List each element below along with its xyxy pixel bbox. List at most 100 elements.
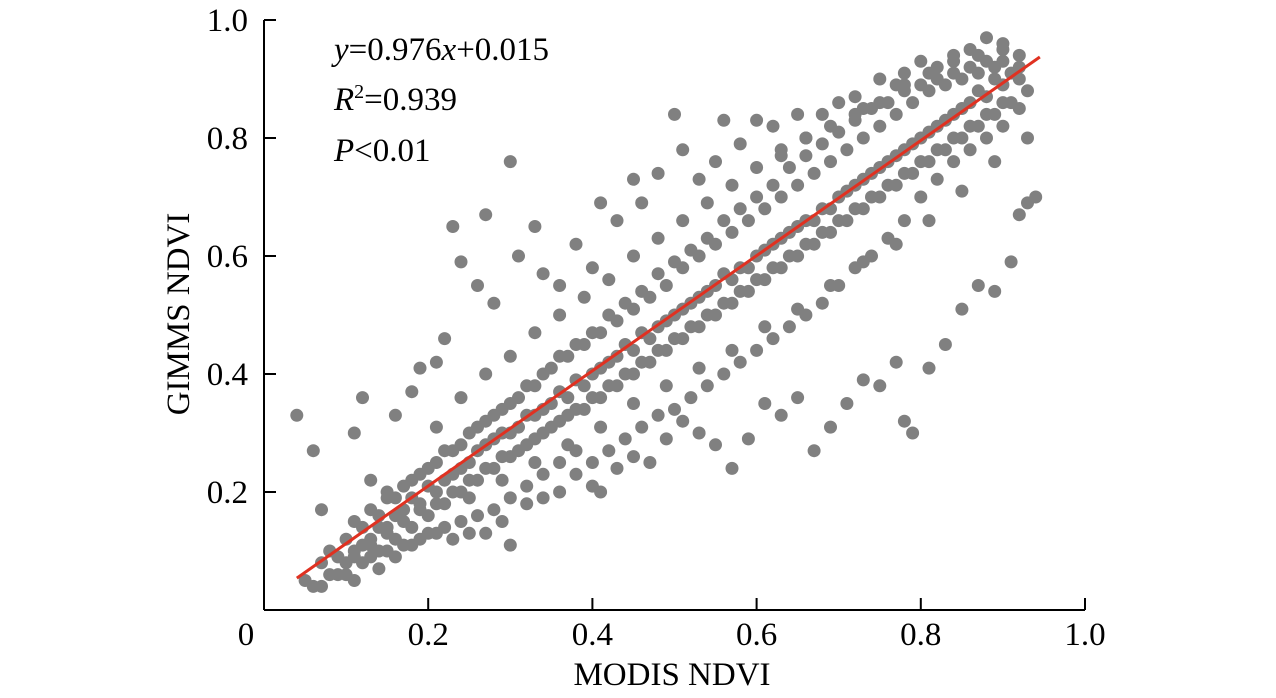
scatter-point [315,503,328,517]
scatter-point [429,456,443,469]
scatter-point [635,420,649,434]
scatter-point [495,515,509,528]
scatter-point [421,509,435,523]
scatter-point [947,131,961,145]
scatter-point [733,202,747,216]
scatter-point [963,143,977,157]
scatter-point [659,432,673,446]
scatter-point [553,414,567,428]
scatter-point [741,432,755,446]
scatter-point [553,308,567,322]
scatter-point [290,408,304,422]
scatter-point [462,526,476,540]
scatter-point [520,479,534,493]
scatter-point [750,113,764,127]
scatter-point [405,385,419,399]
scatter-point [651,231,665,245]
scatter-point [799,149,813,163]
scatter-point [585,391,599,405]
scatter-point [980,107,993,121]
scatter-point [643,456,657,469]
scatter-point [692,172,706,186]
scatter-point [700,308,714,322]
scatter-point [782,161,796,174]
scatter-point [717,296,731,310]
scatter-point [528,220,542,233]
scatter-point [627,249,640,263]
scatter-point [651,267,665,281]
scatter-point [553,279,567,292]
scatter-point [668,107,681,121]
scatter-point [635,355,649,369]
scatter-point [996,96,1010,110]
scatter-point [766,119,780,133]
scatter-point [643,332,657,346]
scatter-point [700,379,714,393]
scatter-point [758,397,772,410]
scatter-point [536,491,550,505]
scatter-point [955,102,969,115]
scatter-point [856,131,870,145]
scatter-point [585,456,599,469]
scatter-point [840,397,854,410]
scatter-point [824,119,837,133]
scatter-point [955,302,969,316]
scatter-point [446,532,460,546]
scatter-point [791,178,805,192]
scatter-point [388,550,402,564]
scatter-point [413,497,427,511]
scatter-point [692,361,706,375]
scatter-point [700,196,714,210]
scatter-point [503,155,517,169]
scatter-point [594,326,608,340]
x-tick-label: 0.8 [900,617,941,653]
scatter-point [454,255,468,269]
scatter-point [684,391,698,405]
scatter-point [971,48,985,62]
scatter-point [676,214,690,228]
scatter-point [577,290,591,304]
scatter-point [618,432,632,446]
scatter-point [1012,48,1026,62]
scatter-point [569,467,583,481]
scatter-point [635,196,649,210]
scatter-point [692,426,706,440]
scatter-point [569,237,583,251]
scatter-point [553,485,567,499]
scatter-point [577,338,591,351]
scatter-point [824,155,837,169]
scatter-point [380,520,394,534]
regression-equation: y=0.976x+0.015 [331,32,549,68]
scatter-point [897,78,911,92]
scatter-point [848,107,862,121]
scatter-point [429,485,443,499]
scatter-point [709,237,722,251]
scatter-point [536,467,550,481]
scatter-point [528,379,542,393]
scatter-point [733,284,747,298]
scatter-point [889,355,903,369]
scatter-point [479,208,493,222]
scatter-point [782,249,796,263]
y-tick-label: 0.4 [207,357,248,393]
scatter-point [438,497,452,511]
scatter-point [388,408,402,422]
r-squared-label: R2=0.939 [333,81,457,118]
scatter-point [528,456,542,469]
scatter-point [750,343,764,357]
scatter-point [750,273,764,287]
scatter-point [799,131,813,145]
scatter-point [610,214,624,228]
scatter-point [380,491,394,505]
scatter-point [397,479,411,493]
scatter-point [856,373,870,387]
scatter-point [594,361,608,375]
scatter-point [364,503,378,517]
scatter-point [938,113,952,127]
scatter-point [914,54,928,68]
scatter-point [996,43,1010,56]
regression-line [295,55,1041,580]
scatter-point [569,402,583,416]
